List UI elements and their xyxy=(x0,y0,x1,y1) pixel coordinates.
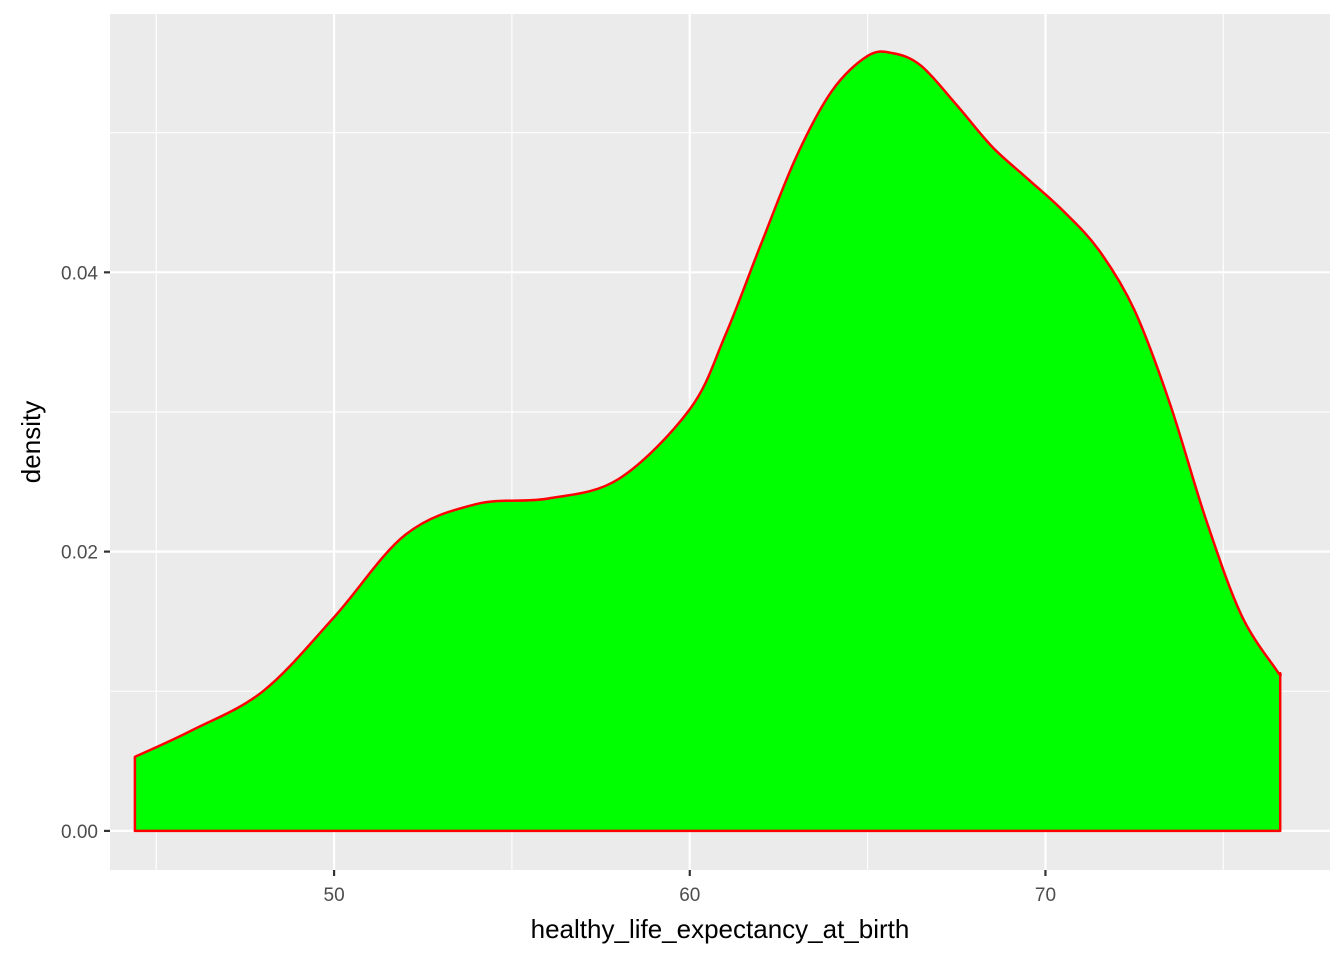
y-tick-label: 0.00 xyxy=(61,822,98,843)
y-axis: 0.00 0.02 0.04 xyxy=(61,263,110,843)
y-tick-label: 0.02 xyxy=(61,543,98,564)
x-tick-label: 50 xyxy=(324,885,345,906)
y-tick-label: 0.04 xyxy=(61,263,98,284)
density-area xyxy=(133,50,1282,833)
x-axis: 50 60 70 xyxy=(324,870,1056,906)
x-axis-title: healthy_life_expectancy_at_birth xyxy=(531,914,910,944)
y-axis-title: density xyxy=(16,401,46,483)
x-tick-label: 70 xyxy=(1035,885,1056,906)
x-tick-label: 60 xyxy=(679,885,700,906)
